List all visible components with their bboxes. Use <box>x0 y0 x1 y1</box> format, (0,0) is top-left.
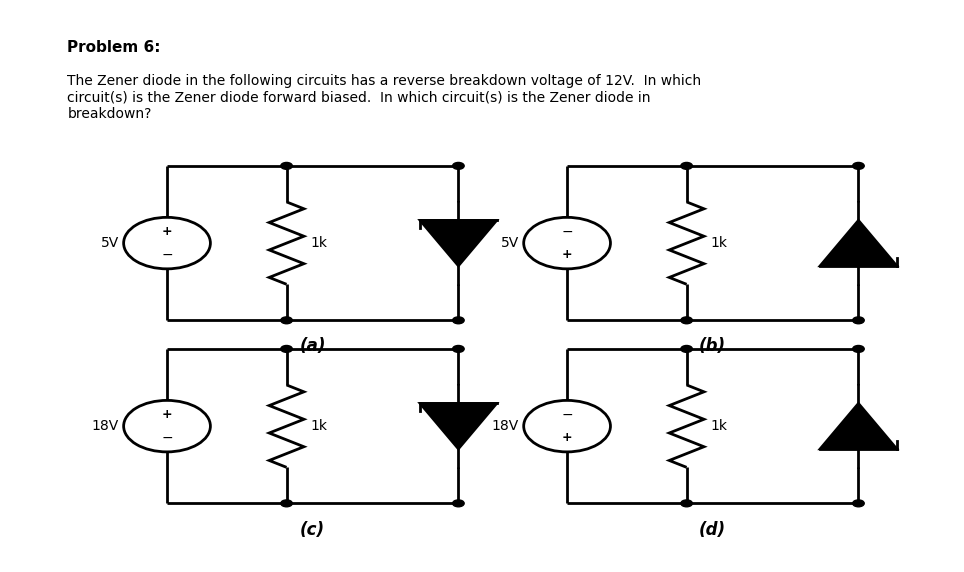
Polygon shape <box>420 220 496 266</box>
Circle shape <box>853 317 864 324</box>
Text: (a): (a) <box>300 337 326 355</box>
Polygon shape <box>820 403 897 449</box>
Text: 18V: 18V <box>492 419 519 433</box>
Circle shape <box>853 500 864 507</box>
Text: −: − <box>561 408 573 422</box>
Text: +: + <box>562 431 573 444</box>
Circle shape <box>853 162 864 169</box>
Text: +: + <box>562 248 573 261</box>
Text: +: + <box>162 225 173 238</box>
Polygon shape <box>420 403 496 449</box>
Text: 1k: 1k <box>310 236 328 250</box>
Circle shape <box>681 500 692 507</box>
Text: −: − <box>161 431 173 444</box>
Text: 5V: 5V <box>100 236 119 250</box>
Text: The Zener diode in the following circuits has a reverse breakdown voltage of 12V: The Zener diode in the following circuit… <box>67 74 702 121</box>
Circle shape <box>853 345 864 352</box>
Text: 1k: 1k <box>310 419 328 433</box>
Text: 1k: 1k <box>710 419 728 433</box>
Text: 5V: 5V <box>500 236 519 250</box>
Text: −: − <box>161 248 173 261</box>
Circle shape <box>681 162 692 169</box>
Circle shape <box>281 345 292 352</box>
Circle shape <box>681 317 692 324</box>
Text: 1k: 1k <box>710 236 728 250</box>
Text: (b): (b) <box>699 337 726 355</box>
Circle shape <box>453 162 465 169</box>
Text: (c): (c) <box>300 521 325 538</box>
Circle shape <box>453 500 465 507</box>
Circle shape <box>453 345 465 352</box>
Circle shape <box>281 500 292 507</box>
Text: +: + <box>162 408 173 421</box>
Circle shape <box>281 317 292 324</box>
Text: −: − <box>561 225 573 239</box>
Polygon shape <box>820 220 897 266</box>
Circle shape <box>453 317 465 324</box>
Text: 18V: 18V <box>92 419 119 433</box>
Text: Problem 6:: Problem 6: <box>67 40 161 55</box>
Circle shape <box>281 162 292 169</box>
Text: (d): (d) <box>699 521 726 538</box>
Circle shape <box>681 345 692 352</box>
